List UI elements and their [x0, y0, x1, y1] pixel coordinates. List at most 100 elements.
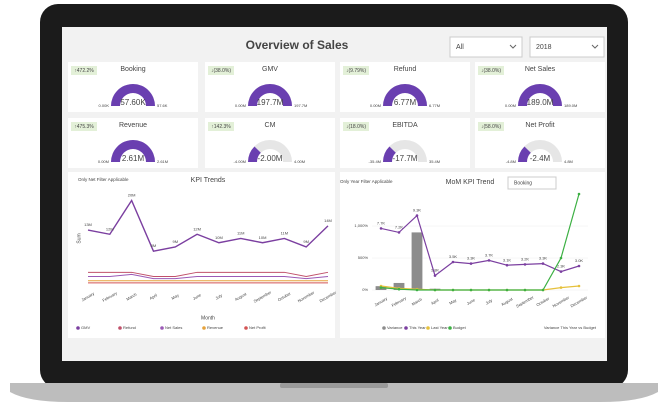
x-tick-label: March [411, 297, 423, 307]
point [487, 288, 491, 292]
gauge-value: 189.0M [527, 98, 554, 107]
gauge-max: 2.61M [157, 159, 168, 164]
gauge-value: -2.00M [258, 154, 283, 163]
filter-label: 2018 [536, 44, 552, 51]
badge [71, 66, 97, 75]
x-tick-label: June [466, 297, 477, 306]
badge-text: ↓(9.79%) [346, 68, 366, 74]
legend-label: Variance [387, 325, 403, 330]
gauge-fill [518, 83, 562, 106]
gauge-fill [383, 83, 427, 106]
legend-label: Net Profit [249, 325, 267, 330]
data-label: 12M [106, 226, 114, 231]
legend-label: Variance This Year vs Budget [544, 325, 597, 330]
point [469, 262, 473, 265]
x-tick-label: May [171, 293, 180, 301]
legend-swatch [160, 326, 164, 330]
x-tick-label: April [430, 297, 440, 305]
point [541, 288, 545, 292]
gauge-min: 0.00M [98, 159, 109, 164]
data-label: 14M [324, 218, 332, 223]
dashboard-title: Overview of Sales [246, 38, 349, 52]
dropdown-arrow [509, 44, 517, 49]
badge [71, 122, 97, 131]
point [451, 260, 455, 264]
point [397, 287, 401, 291]
gauge-max: 4.8M [564, 159, 573, 164]
point [487, 259, 491, 262]
data-label: 2.3K [557, 264, 566, 269]
gauge-max: 189.0M [564, 103, 577, 108]
point [559, 286, 563, 289]
y-tick-label: 1,000% [354, 223, 368, 228]
x-tick-label: April [149, 292, 159, 300]
legend-label: GMV [81, 325, 90, 330]
notch [280, 383, 388, 388]
gauge-max: 35.4M [429, 159, 440, 164]
filter-dropdown[interactable] [449, 36, 523, 58]
gauge-fill [248, 146, 261, 162]
legend-swatch [404, 326, 408, 330]
badge-text: ↑475.3% [74, 124, 94, 130]
legend-label: Revenue [207, 325, 224, 330]
selector-label: Booking [514, 180, 532, 186]
point [379, 227, 383, 230]
kpi-title: Net Profit [525, 122, 554, 129]
data-label: 3.3K [467, 256, 476, 261]
data-label: 10M [215, 235, 223, 240]
data-label: 7.2K [395, 224, 404, 229]
badge-text: ↓(18.0%) [346, 124, 366, 130]
kpi-title: CM [265, 122, 276, 129]
filter-dropdown[interactable] [529, 36, 605, 58]
data-label: 10M [259, 235, 267, 240]
bar [393, 282, 405, 290]
series-line [380, 214, 580, 277]
point [433, 288, 437, 292]
badge-text: ↓(58.0%) [481, 124, 501, 130]
point [451, 288, 455, 292]
data-label: 1.8K [431, 268, 440, 273]
legend-label: Budget [453, 325, 467, 330]
legend-swatch [382, 326, 386, 330]
kpi-selector[interactable] [507, 176, 557, 190]
gauge-fill [111, 140, 155, 162]
x-tick-label: July [214, 293, 223, 301]
kpi-title: GMV [262, 66, 278, 73]
kpi-title: Refund [394, 66, 417, 73]
x-tick-label: October [535, 296, 550, 308]
point [415, 288, 419, 292]
point [523, 288, 527, 292]
point [577, 264, 581, 268]
kpi-title: Net Sales [525, 66, 556, 73]
legend-label: Refund [123, 325, 136, 330]
gauge-value: 6.77M [394, 98, 417, 107]
point [469, 288, 473, 292]
data-label: 3.3K [539, 256, 548, 261]
x-tick-label: October [277, 291, 292, 303]
chart-title: MoM KPI Trend [446, 179, 495, 186]
legend-swatch [76, 326, 80, 330]
point [505, 263, 509, 267]
data-label: 12M [193, 226, 201, 231]
x-tick-label: March [125, 292, 137, 302]
legend-swatch [244, 326, 248, 330]
data-label: 13M [84, 222, 92, 227]
data-label: 3.2K [521, 256, 530, 261]
point [415, 214, 419, 217]
badge-text: ↑142.3% [211, 124, 231, 130]
data-label: 11M [281, 231, 288, 236]
gauge-track [518, 140, 562, 162]
point [559, 270, 563, 273]
gauge-max: 57.6K [157, 103, 168, 108]
point [541, 262, 545, 265]
point [577, 284, 581, 288]
gauge-min: 0.00M [235, 103, 246, 108]
gauge-fill [248, 83, 292, 106]
laptop-base [10, 383, 658, 402]
series-line [380, 193, 580, 291]
gauge-fill [111, 83, 155, 106]
legend-label: Net Sales [165, 325, 182, 330]
gauge-fill [383, 146, 396, 162]
data-label: 3.5K [449, 254, 458, 259]
dropdown-arrow [591, 44, 599, 49]
